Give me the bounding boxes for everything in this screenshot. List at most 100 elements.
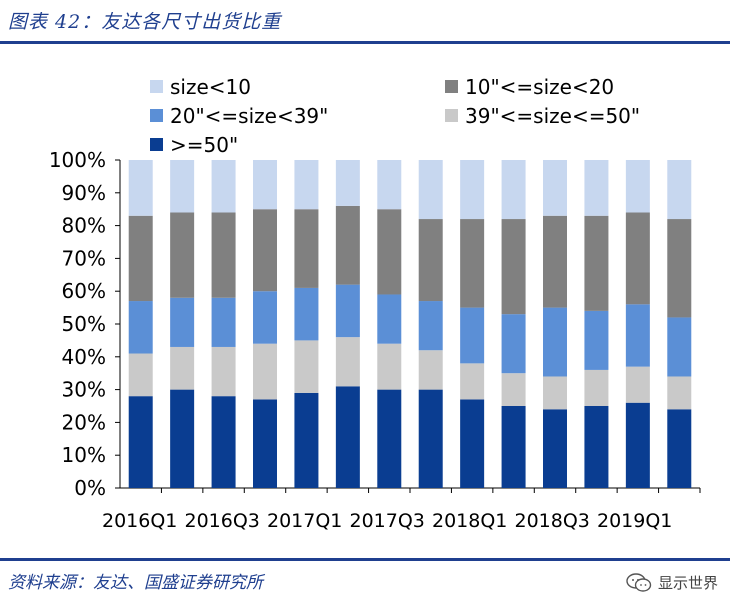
- bar-segment: [335, 386, 360, 488]
- x-tick-label: 2017Q3: [350, 510, 425, 532]
- bar-segment: [211, 212, 236, 298]
- y-tick-label: 70%: [62, 246, 106, 270]
- bar-segment: [253, 343, 277, 400]
- legend-label: size<10: [170, 75, 251, 99]
- bar-segment: [667, 219, 692, 318]
- watermark-text: 显示世界: [657, 574, 718, 592]
- source-note: 资料来源：友达、国盛证券研究所: [8, 573, 263, 593]
- bar-segment: [377, 160, 402, 210]
- bar-segment: [460, 363, 485, 400]
- y-tick-label: 80%: [62, 214, 106, 238]
- bar-segment: [543, 215, 567, 308]
- bar-segment: [211, 297, 236, 347]
- y-tick-label: 20%: [62, 410, 106, 434]
- bar-segment: [377, 343, 402, 390]
- y-tick-label: 90%: [62, 181, 106, 205]
- watermark: 显示世界: [626, 572, 718, 593]
- bar-segment: [418, 389, 443, 488]
- bar-segment: [543, 376, 567, 410]
- bar-segment: [584, 160, 609, 216]
- bar-segment: [294, 392, 319, 488]
- bar-segment: [294, 287, 319, 341]
- legend-swatch: [150, 80, 163, 93]
- y-tick-label: 50%: [62, 312, 106, 336]
- bar-segment: [377, 389, 402, 488]
- legend-label: 39"<=size<=50": [465, 104, 640, 128]
- bar-segment: [584, 406, 609, 488]
- legend-label: 20"<=size<39": [170, 104, 328, 128]
- bar-segment: [377, 209, 402, 295]
- bar-segment: [377, 294, 402, 344]
- bar-segment: [501, 219, 526, 315]
- bar-segment: [501, 406, 526, 488]
- legend-swatch: [445, 109, 458, 122]
- source-rule: [0, 558, 730, 561]
- y-tick-label: 40%: [62, 345, 106, 369]
- bar-segment: [128, 301, 153, 354]
- bar-segment: [543, 307, 567, 377]
- bar-segment: [625, 212, 650, 305]
- bar-segment: [170, 389, 195, 488]
- y-tick-label: 100%: [49, 148, 106, 172]
- bar-segment: [253, 209, 277, 292]
- bar-segment: [211, 160, 236, 213]
- stacked-bar-chart: 0% 10% 20% 30% 40% 50% 60% 70% 80% 90% 100% 2016Q1 2…: [49, 75, 701, 532]
- x-tick-label: 2016Q1: [102, 510, 177, 532]
- y-tick-label: 60%: [62, 279, 106, 303]
- bar-segment: [418, 160, 443, 220]
- bar-segment: [335, 160, 360, 206]
- bar-segment: [625, 304, 650, 367]
- bar-segment: [294, 160, 319, 210]
- bar-segment: [543, 160, 567, 216]
- bar-segment: [170, 297, 195, 347]
- bar-segment: [170, 160, 195, 213]
- bar-segment: [667, 409, 692, 488]
- bar-segment: [584, 369, 609, 406]
- bar-segment: [170, 346, 195, 390]
- bar-segment: [253, 291, 277, 344]
- bar-segment: [625, 402, 650, 488]
- x-tick-label: 2016Q3: [185, 510, 260, 532]
- bar-segment: [128, 396, 153, 488]
- bar-segment: [460, 160, 485, 220]
- bar-segment: [128, 160, 153, 216]
- bar-segment: [460, 399, 485, 488]
- bar-segment: [625, 366, 650, 403]
- legend-swatch: [150, 109, 163, 122]
- y-tick-label: 0%: [74, 476, 106, 500]
- bar-segment: [170, 212, 195, 298]
- bar-segment: [211, 346, 236, 397]
- bar-segment: [294, 340, 319, 393]
- bar-segment: [460, 307, 485, 364]
- bar-segment: [584, 310, 609, 370]
- figure-title: 图表 42：友达各尺寸出货比重: [8, 11, 282, 33]
- bar-segment: [418, 219, 443, 302]
- bar-segment: [667, 160, 692, 220]
- bar-segment: [543, 409, 567, 488]
- legend-label: >=50": [170, 133, 238, 157]
- bar-segment: [211, 396, 236, 488]
- bar-segment: [501, 314, 526, 374]
- x-tick-label: 2018Q3: [515, 510, 590, 532]
- bar-segment: [460, 219, 485, 308]
- bar-segment: [253, 399, 277, 488]
- bar-segment: [335, 205, 360, 285]
- bar-segment: [501, 160, 526, 220]
- wechat-icon: [626, 572, 652, 592]
- bar-segment: [625, 160, 650, 213]
- x-tick-label: 2018Q1: [432, 510, 507, 532]
- legend-swatch: [445, 80, 458, 93]
- bar-segment: [667, 317, 692, 377]
- x-tick-label: 2017Q1: [267, 510, 342, 532]
- bar-segment: [128, 353, 153, 397]
- bar-segment: [253, 160, 277, 210]
- bar-segment: [294, 209, 319, 288]
- bar-segment: [667, 376, 692, 410]
- bar-segment: [418, 350, 443, 390]
- legend-swatch: [150, 138, 163, 151]
- legend-label: 10"<=size<20: [465, 75, 614, 99]
- bar-segment: [584, 215, 609, 311]
- bar-segment: [335, 284, 360, 338]
- x-tick-label: 2019Q1: [597, 510, 672, 532]
- bar-segment: [418, 301, 443, 351]
